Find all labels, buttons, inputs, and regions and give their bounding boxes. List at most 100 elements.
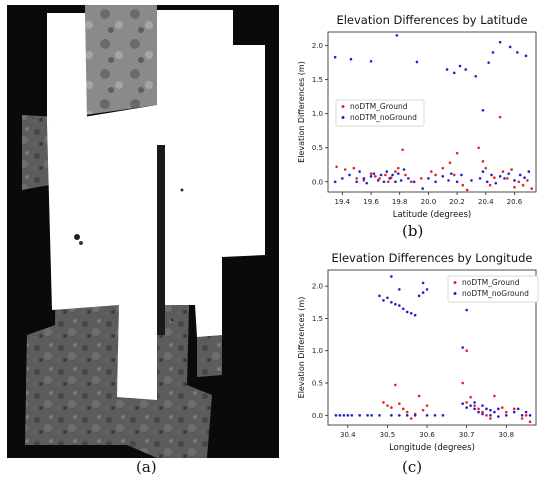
- data-point-noground: [370, 414, 373, 417]
- data-point-noground: [455, 180, 459, 184]
- data-point-ground: [489, 417, 492, 420]
- data-point-noground: [366, 414, 369, 417]
- data-point-noground: [524, 410, 528, 414]
- data-point-ground: [501, 170, 505, 173]
- x-tick-label: 30.6: [419, 431, 435, 439]
- data-point-noground: [413, 414, 417, 417]
- data-point-ground: [421, 408, 425, 412]
- data-point-ground: [384, 173, 387, 177]
- data-point-ground: [448, 161, 452, 165]
- data-point-ground: [401, 407, 405, 411]
- data-point-ground: [461, 381, 465, 385]
- y-tick-label: 0.0: [312, 178, 323, 186]
- data-point-noground: [372, 172, 376, 175]
- data-point-noground: [427, 177, 430, 180]
- y-tick-label: 0.5: [312, 380, 323, 388]
- data-point-noground: [421, 281, 425, 285]
- data-point-noground: [386, 296, 389, 300]
- data-point-noground: [390, 275, 393, 278]
- data-point-ground: [455, 151, 459, 155]
- data-point-noground: [341, 177, 344, 180]
- lunar-mosaic-image: [7, 5, 279, 458]
- y-axis-label: Elevation Differences (m): [297, 61, 306, 163]
- data-point-ground: [477, 407, 480, 411]
- data-point-ground: [493, 394, 496, 398]
- data-point-noground: [355, 180, 358, 184]
- data-point-ground: [409, 180, 413, 184]
- data-point-ground: [520, 417, 524, 420]
- data-point-noground: [433, 414, 437, 417]
- data-point-ground: [382, 401, 385, 404]
- data-point-ground: [498, 115, 502, 119]
- data-point-noground: [452, 71, 456, 75]
- legend-box: [447, 275, 539, 303]
- data-point-noground: [485, 180, 489, 184]
- data-point-noground: [421, 187, 424, 190]
- data-point-noground: [503, 177, 506, 180]
- data-point-noground: [461, 346, 465, 349]
- data-point-ground: [501, 406, 504, 409]
- data-point-noground: [425, 288, 429, 291]
- data-point-ground: [419, 177, 423, 180]
- data-point-ground: [481, 160, 485, 163]
- data-point-noground: [490, 173, 493, 177]
- x-tick-label: 30.8: [498, 431, 514, 439]
- data-point-noground: [485, 407, 488, 411]
- data-point-noground: [520, 414, 524, 417]
- data-point-noground: [513, 179, 516, 182]
- legend-entry: noDTM_Ground: [462, 278, 520, 287]
- legend-box: [335, 99, 425, 127]
- data-point-noground: [334, 414, 338, 417]
- data-point-noground: [402, 168, 406, 171]
- data-point-ground: [485, 414, 488, 417]
- plot-frame: [327, 31, 537, 193]
- data-point-ground: [409, 417, 413, 420]
- data-point-noground: [362, 177, 366, 180]
- data-point-noground: [409, 311, 413, 315]
- x-tick-label: 19.4: [335, 198, 351, 206]
- data-point-noground: [365, 181, 369, 185]
- x-tick-label: 30.5: [380, 431, 396, 439]
- data-point-noground: [477, 410, 480, 414]
- y-tick-label: 1.0: [312, 347, 323, 355]
- data-point-noground: [464, 68, 468, 71]
- data-point-noground: [413, 313, 417, 317]
- data-point-ground: [530, 187, 533, 190]
- data-point-ground: [465, 188, 469, 192]
- data-point-noground: [487, 61, 490, 64]
- data-point-ground: [396, 166, 400, 170]
- data-point-noground: [512, 410, 516, 414]
- data-point-noground: [458, 64, 462, 68]
- panel-label-c: (c): [402, 458, 423, 476]
- data-point-noground: [481, 404, 484, 407]
- longitude-scatter-chart: Elevation Differences by Longitude 30.4 30…: [297, 251, 539, 453]
- legend-marker: [341, 105, 345, 108]
- x-tick-label: 20.6: [507, 198, 523, 206]
- data-point-noground: [390, 414, 393, 417]
- data-point-noground: [494, 181, 498, 185]
- legend-entry: noDTM_noGround: [350, 113, 417, 122]
- data-point-noground: [338, 414, 342, 417]
- data-point-noground: [415, 60, 419, 64]
- x-tick-label: 20.2: [449, 198, 465, 206]
- data-point-noground: [407, 177, 410, 180]
- data-point-ground: [506, 177, 509, 180]
- data-point-noground: [398, 304, 401, 307]
- data-point-noground: [498, 175, 502, 178]
- latitude-scatter-chart: Elevation Differences by Latitude 19.4 19.…: [297, 13, 537, 220]
- x-tick-label: 19.8: [392, 198, 408, 206]
- data-point-ground: [526, 179, 529, 182]
- x-tick-label: 20.0: [421, 198, 437, 206]
- y-tick-label: 1.5: [312, 76, 323, 84]
- x-axis-label: Longitude (degrees): [389, 443, 475, 453]
- data-point-noground: [497, 415, 500, 418]
- data-point-ground: [401, 148, 404, 152]
- data-point-noground: [395, 34, 399, 37]
- data-point-ground: [517, 180, 521, 184]
- data-point-ground: [510, 168, 513, 171]
- data-point-noground: [473, 401, 476, 404]
- data-point-ground: [386, 180, 390, 184]
- data-point-noground: [349, 57, 353, 61]
- data-point-ground: [404, 173, 407, 177]
- data-point-ground: [390, 406, 393, 409]
